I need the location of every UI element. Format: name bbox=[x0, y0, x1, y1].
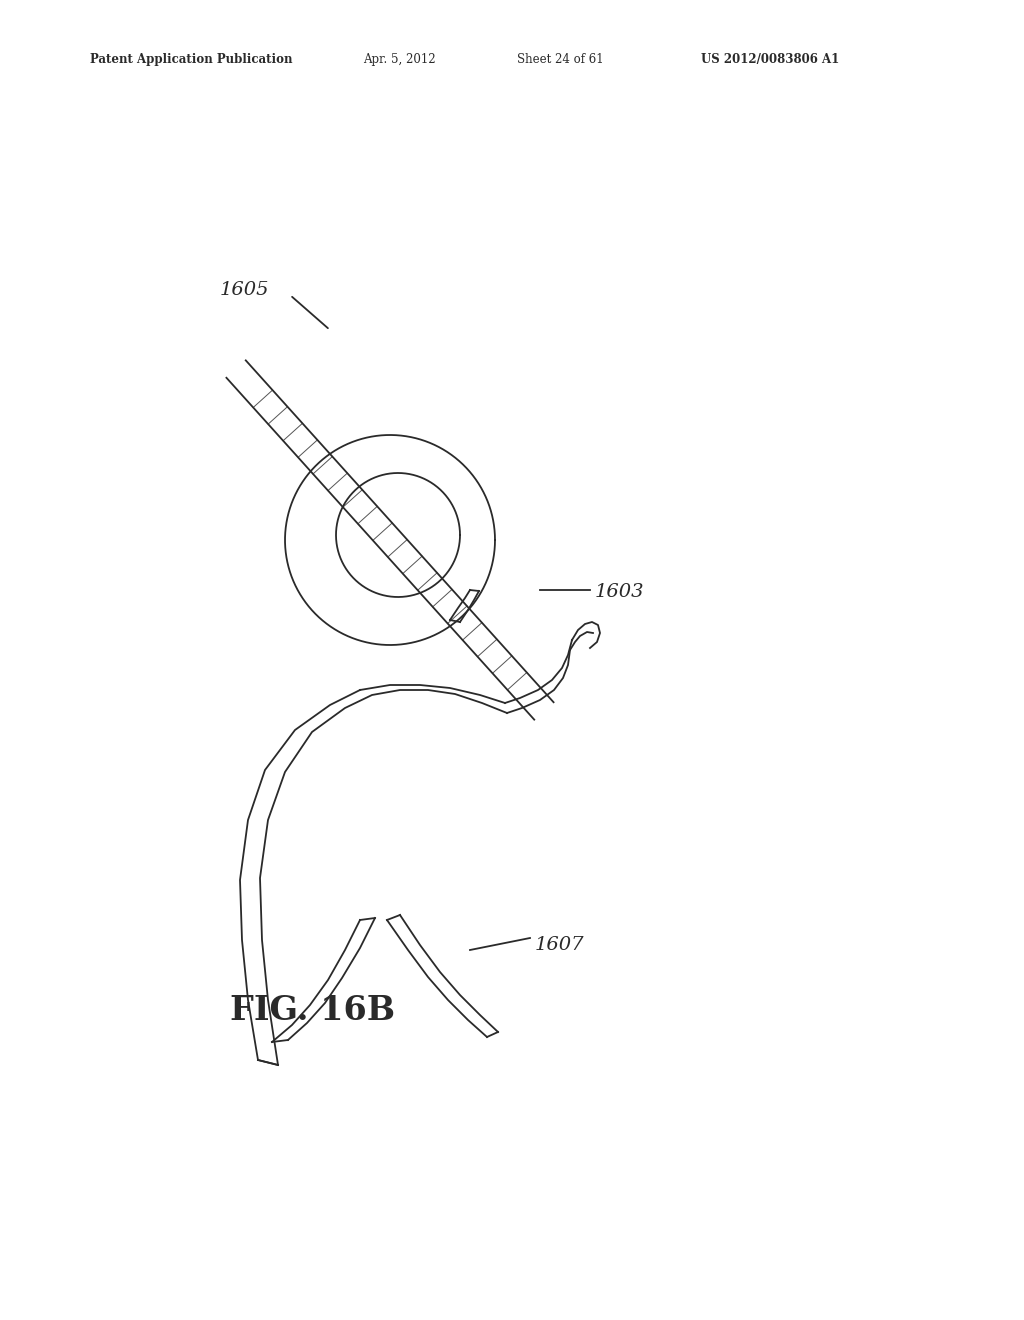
Text: 1603: 1603 bbox=[595, 583, 644, 601]
Text: Apr. 5, 2012: Apr. 5, 2012 bbox=[364, 53, 436, 66]
Text: 1607: 1607 bbox=[535, 936, 585, 954]
Text: FIG. 16B: FIG. 16B bbox=[230, 994, 395, 1027]
Text: US 2012/0083806 A1: US 2012/0083806 A1 bbox=[701, 53, 840, 66]
Text: Sheet 24 of 61: Sheet 24 of 61 bbox=[517, 53, 604, 66]
Text: 1605: 1605 bbox=[220, 281, 269, 300]
Text: Patent Application Publication: Patent Application Publication bbox=[90, 53, 293, 66]
